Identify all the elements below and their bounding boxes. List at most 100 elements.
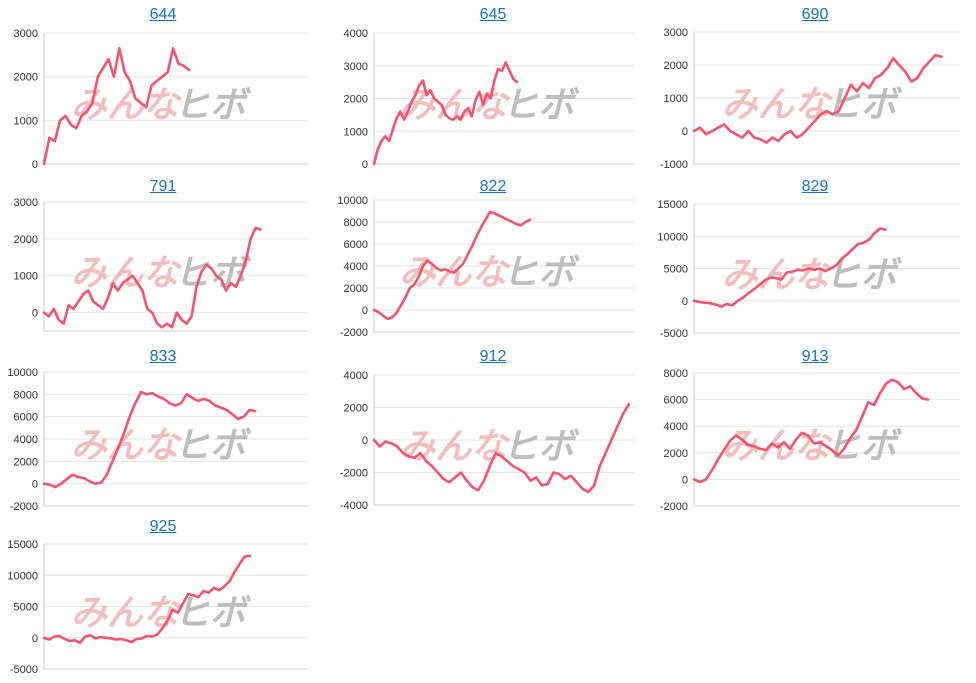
y-tick-label: 0 <box>32 159 38 171</box>
series-line <box>692 53 943 144</box>
chart-title-link[interactable]: 912 <box>479 348 507 365</box>
chart-title-link[interactable]: 833 <box>149 348 177 365</box>
y-tick-label: -5000 <box>660 328 688 340</box>
chart-title-link[interactable]: 690 <box>801 6 829 23</box>
y-tick-label: 4000 <box>344 28 368 40</box>
y-tick-label: 4000 <box>664 421 688 433</box>
y-tick-label: -4000 <box>340 500 368 512</box>
svg-text:みんな: みんな <box>71 253 183 294</box>
series-line <box>42 554 252 645</box>
y-tick-label: -2000 <box>340 327 368 339</box>
series-line <box>42 390 257 489</box>
series-line <box>42 226 262 329</box>
y-tick-label: 5000 <box>14 602 38 614</box>
y-tick-label: -2000 <box>660 501 688 513</box>
chart-panel-913: 913 -2000 0 2000 4000 6000 8000 みんな ヒボ <box>652 342 976 513</box>
y-tick-label: 0 <box>362 305 368 317</box>
y-tick-label: 15000 <box>7 539 38 551</box>
y-tick-label: 6000 <box>14 412 38 424</box>
y-tick-label: 8000 <box>664 368 688 380</box>
y-tick-label: 6000 <box>344 239 368 251</box>
y-tick-label: 2000 <box>14 72 38 84</box>
series-line <box>692 378 930 484</box>
series-line <box>692 227 887 308</box>
y-tick-label: 6000 <box>664 395 688 407</box>
y-tick-label: 3000 <box>664 27 688 39</box>
y-tick-label: 3000 <box>14 28 38 40</box>
svg-text:ヒボ: ヒボ <box>174 426 252 467</box>
chart-title-link[interactable]: 822 <box>479 178 507 195</box>
chart-title-link[interactable]: 913 <box>801 348 829 365</box>
y-tick-label: 4000 <box>14 434 38 446</box>
chart-title-link[interactable]: 791 <box>149 178 177 195</box>
svg-text:みんな: みんな <box>71 593 183 634</box>
y-tick-label: 1000 <box>14 115 38 127</box>
y-tick-label: 1000 <box>14 271 38 283</box>
chart-title-link[interactable]: 829 <box>801 178 829 195</box>
svg-text:ヒボ: ヒボ <box>174 85 252 126</box>
chart-panel-912: 912 -4000 -2000 0 2000 4000 みんな ヒボ <box>330 342 656 512</box>
y-tick-label: -2000 <box>340 468 368 480</box>
y-tick-label: 4000 <box>344 261 368 273</box>
y-tick-label: 3000 <box>344 61 368 73</box>
chart-panel-925: 925 -5000 0 5000 10000 15000 みんな ヒボ <box>0 512 326 682</box>
chart-panel-645: 645 0 1000 2000 3000 4000 みんな ヒボ <box>330 0 656 171</box>
svg-text:ヒボ: ヒボ <box>825 255 903 296</box>
y-tick-label: 2000 <box>344 283 368 295</box>
svg-text:ヒボ: ヒボ <box>825 426 903 467</box>
y-tick-label: 3000 <box>14 197 38 209</box>
y-tick-label: 4000 <box>344 370 368 382</box>
svg-text:ヒボ: ヒボ <box>502 427 580 468</box>
y-tick-label: 0 <box>32 633 38 645</box>
chart-title-link[interactable]: 644 <box>149 6 177 23</box>
svg-text:ヒボ: ヒボ <box>502 85 580 126</box>
series-line <box>372 61 519 166</box>
y-tick-label: 0 <box>682 126 688 138</box>
y-tick-label: 8000 <box>14 389 38 401</box>
svg-text:みんな: みんな <box>71 85 183 126</box>
y-tick-label: 1000 <box>344 126 368 138</box>
series-line <box>372 403 631 494</box>
chart-title-link[interactable]: 645 <box>479 6 507 23</box>
y-tick-label: 10000 <box>337 195 368 207</box>
svg-text:ヒボ: ヒボ <box>502 253 580 294</box>
y-tick-label: 0 <box>32 308 38 320</box>
svg-text:ヒボ: ヒボ <box>174 593 252 634</box>
chart-panel-822: 822 -2000 0 2000 4000 6000 8000 10000 みんな ヒボ <box>330 172 656 342</box>
y-tick-label: 2000 <box>664 60 688 72</box>
y-tick-label: 2000 <box>14 234 38 246</box>
series-line <box>42 47 191 166</box>
svg-text:みんな: みんな <box>71 426 183 467</box>
chart-panel-833: 833 -2000 0 2000 4000 6000 8000 10000 みんな ヒボ <box>0 342 326 513</box>
y-tick-label: 15000 <box>657 199 688 211</box>
y-tick-label: 10000 <box>7 367 38 379</box>
y-tick-label: 0 <box>32 479 38 491</box>
chart-title-link[interactable]: 925 <box>149 518 177 535</box>
y-tick-label: 0 <box>362 159 368 171</box>
y-tick-label: 2000 <box>344 94 368 106</box>
y-tick-label: -1000 <box>660 159 688 171</box>
y-tick-label: -5000 <box>10 664 38 676</box>
chart-panel-644: 644 0 1000 2000 3000 みんな ヒボ <box>0 0 326 171</box>
chart-panel-690: 690 -1000 0 1000 2000 3000 みんな ヒボ <box>652 0 976 171</box>
y-tick-label: 5000 <box>664 264 688 276</box>
series-line <box>372 210 532 321</box>
y-tick-label: -2000 <box>10 501 38 513</box>
y-tick-label: 2000 <box>14 456 38 468</box>
